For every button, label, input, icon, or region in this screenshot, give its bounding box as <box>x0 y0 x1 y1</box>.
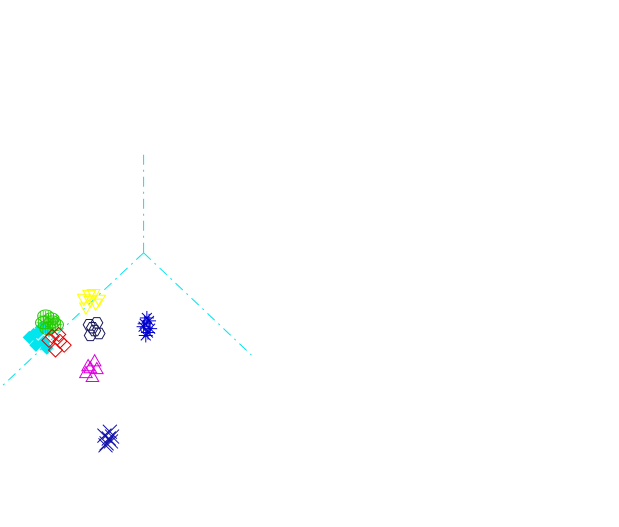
data-point <box>43 315 61 329</box>
data-point <box>138 328 153 343</box>
series-triangle <box>78 353 104 382</box>
series-hexagon <box>82 317 106 342</box>
series-triangle-down <box>76 288 107 316</box>
axes-group <box>0 150 252 388</box>
data-point <box>98 437 113 453</box>
axis-lower-left <box>0 252 144 388</box>
series-diamond <box>41 326 72 358</box>
series-cross <box>97 424 120 453</box>
data-point <box>78 302 94 316</box>
points-group <box>22 288 158 453</box>
data-point <box>91 294 107 308</box>
data-point <box>139 310 154 325</box>
data-point <box>44 328 60 345</box>
data-point <box>83 295 98 309</box>
data-point <box>92 327 106 340</box>
series-asterisk <box>136 310 158 343</box>
data-point <box>52 333 68 349</box>
data-point <box>51 326 67 343</box>
data-point <box>76 293 91 307</box>
axis-lower-right <box>143 252 252 356</box>
data-point <box>85 321 100 334</box>
data-point <box>82 319 96 331</box>
data-point <box>29 338 43 352</box>
data-point <box>85 369 100 382</box>
data-point <box>102 424 118 440</box>
data-point <box>47 342 64 358</box>
data-point <box>101 431 117 446</box>
data-point <box>88 298 103 312</box>
data-point <box>99 436 114 451</box>
data-point <box>83 360 98 374</box>
data-point <box>104 429 120 444</box>
data-point <box>143 321 158 336</box>
data-point <box>83 329 97 342</box>
data-point <box>41 332 57 349</box>
data-point <box>78 365 94 379</box>
data-point <box>82 289 97 303</box>
data-point <box>27 327 41 342</box>
series-ellipse-hatched <box>35 309 64 336</box>
